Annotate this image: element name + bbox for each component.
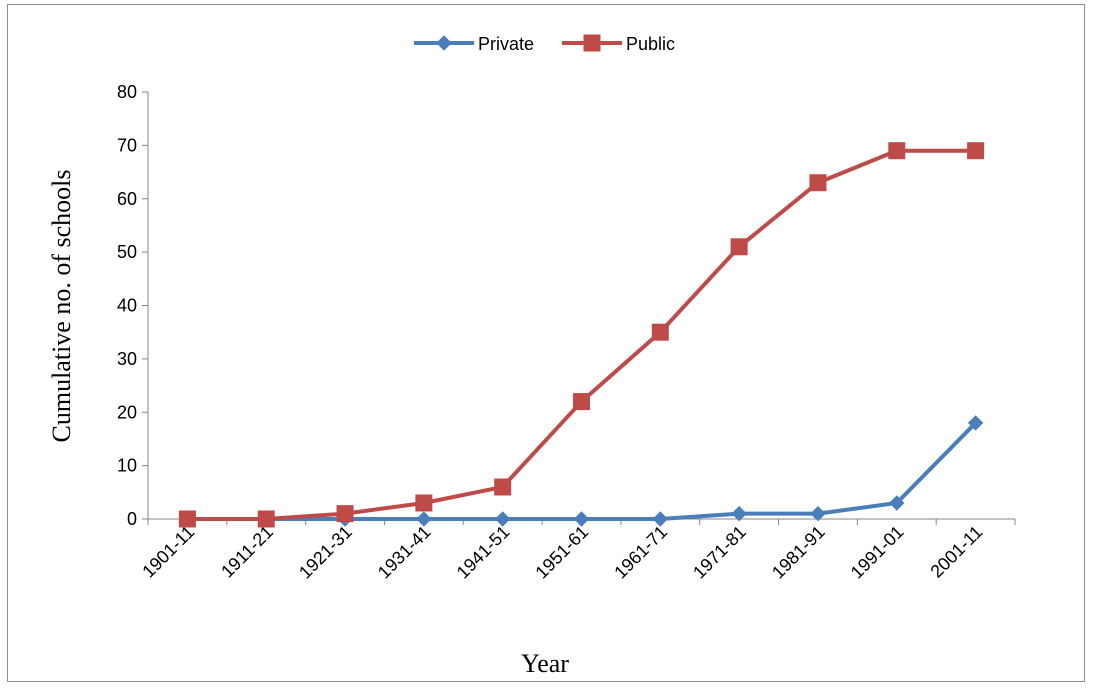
legend: Private Public [414,34,675,54]
legend-marker [583,34,601,52]
x-tick-label: 1951-61 [531,522,592,583]
data-point [651,323,669,341]
legend-marker [436,35,452,51]
data-point [573,511,590,527]
data-point [967,142,985,160]
data-point [415,494,433,512]
x-tick-label: 1911-21 [217,522,277,582]
series-layer [178,142,985,528]
series-public [178,142,985,528]
y-tick-label: 60 [117,189,137,209]
y-axis-title: Cumulative no. of schools [47,170,76,443]
legend-label: Private [478,34,534,54]
series-private [179,415,984,527]
x-tick-label: 1971-81 [689,522,750,583]
x-tick-label: 2001-11 [927,522,987,582]
data-point [573,393,590,411]
data-point [810,505,826,522]
data-point [494,511,511,527]
y-tick-label: 20 [117,402,137,422]
data-point [652,511,669,527]
y-tick-label: 50 [117,242,137,262]
y-tick-label: 70 [117,135,137,155]
series-line [187,148,976,521]
data-point [888,142,906,160]
series-line [187,421,978,521]
data-point [257,510,275,528]
x-tick-label: 1981-91 [768,522,829,583]
x-axis-title: Year [521,649,569,678]
x-tick-label: 1901-11 [138,522,198,582]
chart-frame [7,4,1085,682]
data-point [730,238,748,256]
x-tick-label: 1991-01 [847,522,908,583]
legend-label: Public [626,34,675,54]
y-tick-label: 30 [117,349,137,369]
y-tick-label: 10 [117,456,137,476]
x-tick-label: 1961-71 [610,522,671,583]
data-point [889,495,905,511]
data-point [809,174,827,192]
legend-item-private: Private [414,34,534,54]
data-point [416,511,432,527]
data-point [967,415,984,431]
x-tick-label: 1921-31 [295,522,356,583]
legend-item-public: Public [562,34,675,54]
y-tick-label: 0 [127,509,137,529]
data-point [494,478,512,496]
x-tick-label: 1941-51 [453,522,514,583]
y-tick-label: 80 [117,82,137,102]
data-point [178,510,196,528]
data-point [731,505,747,522]
x-tick-label: 1931-41 [374,522,435,583]
data-point [336,505,354,523]
y-tick-label: 40 [117,296,137,316]
